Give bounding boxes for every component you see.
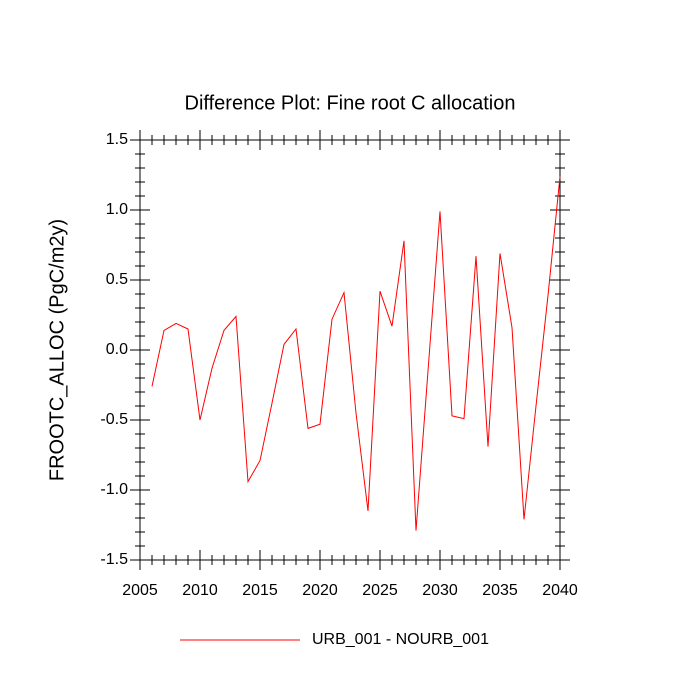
- y-tick-label: 1.5: [106, 131, 128, 148]
- y-tick-label: -1.0: [100, 481, 128, 498]
- y-axis-label: FROOTC_ALLOC (PgC/m2y): [46, 219, 68, 481]
- legend-label: URB_001 - NOURB_001: [312, 631, 489, 648]
- y-tick-label: -0.5: [100, 411, 128, 428]
- x-tick-label: 2010: [182, 582, 218, 599]
- x-tick-label: 2030: [422, 582, 458, 599]
- x-tick-label: 2040: [542, 582, 578, 599]
- x-tick-label: 2005: [122, 582, 158, 599]
- y-tick-label: -1.5: [100, 551, 128, 568]
- data-line: [151, 176, 561, 531]
- chart-title: Difference Plot: Fine root C allocation: [185, 92, 516, 114]
- x-tick-label: 2015: [242, 582, 278, 599]
- x-tick-label: 2025: [362, 582, 398, 599]
- y-tick-label: 0.0: [106, 341, 128, 358]
- y-tick-label: 1.0: [106, 201, 128, 218]
- x-tick-label: 2035: [482, 582, 518, 599]
- y-tick-label: 0.5: [106, 271, 128, 288]
- x-tick-label: 2020: [302, 582, 338, 599]
